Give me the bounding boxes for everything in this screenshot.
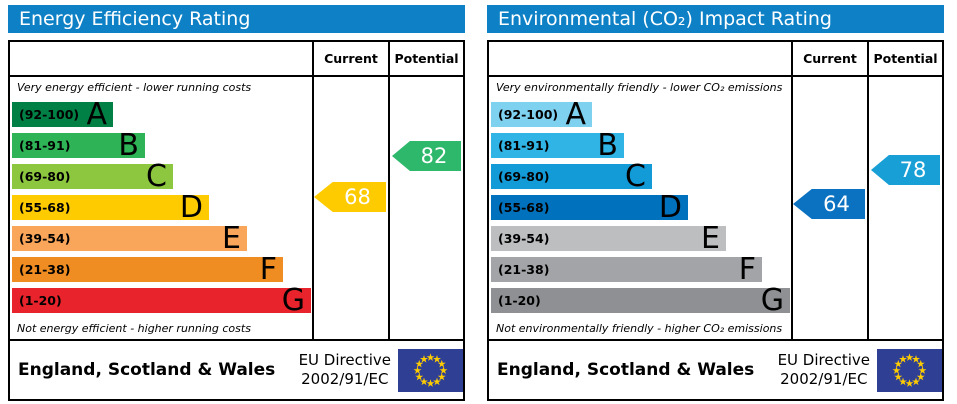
panel-title: Environmental (CO₂) Impact Rating xyxy=(487,5,944,33)
eu-directive-line1: EU Directive xyxy=(777,351,870,370)
eu-directive-label: EU Directive 2002/91/EC xyxy=(778,351,870,389)
eu-directive-line2: 2002/91/EC xyxy=(301,370,389,388)
band-letter: B xyxy=(118,128,139,163)
band-letter: C xyxy=(625,159,646,194)
band-g: (1-20) G xyxy=(491,283,790,318)
band-b: (81-91) B xyxy=(12,128,145,163)
band-range-label: (1-20) xyxy=(498,293,541,308)
band-range-label: (81-91) xyxy=(19,138,71,153)
band-letter: D xyxy=(179,190,203,225)
band-letter: D xyxy=(658,190,682,225)
band-range-label: (55-68) xyxy=(498,200,550,215)
potential-column-header: Potential xyxy=(394,51,459,66)
band-e: (39-54) E xyxy=(12,221,247,256)
band-letter: E xyxy=(222,221,241,256)
band-g: (1-20) G xyxy=(12,283,311,318)
eu-directive-line1: EU Directive xyxy=(298,351,391,370)
band-letter: F xyxy=(259,252,277,287)
band-a: (92-100) A xyxy=(12,97,113,132)
band-c: (69-80) C xyxy=(12,159,173,194)
column-divider xyxy=(791,42,793,339)
band-b: (81-91) B xyxy=(491,128,624,163)
band-range-label: (69-80) xyxy=(498,169,550,184)
band-range-label: (81-91) xyxy=(498,138,550,153)
bottom-note: Not environmentally friendly - higher CO… xyxy=(496,322,783,335)
column-divider xyxy=(388,42,390,339)
region-label: England, Scotland & Wales xyxy=(497,360,755,380)
band-f: (21-38) F xyxy=(12,252,283,287)
panel-title: Energy Efficiency Rating xyxy=(8,5,465,33)
rating-table: Current Potential Very environmentally f… xyxy=(487,40,944,401)
table-footer: England, Scotland & Wales EU Directive 2… xyxy=(10,341,463,399)
bottom-note: Not energy efficient - higher running co… xyxy=(17,322,251,335)
band-range-label: (39-54) xyxy=(19,231,71,246)
current-arrow: 64 xyxy=(793,189,865,219)
band-c: (69-80) C xyxy=(491,159,652,194)
band-range-label: (1-20) xyxy=(19,293,62,308)
region-label: England, Scotland & Wales xyxy=(18,360,276,380)
bands: (92-100) A (81-91) B (69-80) C (55-68) D (39-54)… xyxy=(491,97,791,339)
band-d: (55-68) D xyxy=(491,190,688,225)
column-divider xyxy=(867,42,869,339)
band-range-label: (21-38) xyxy=(19,262,71,277)
eu-directive-label: EU Directive 2002/91/EC xyxy=(299,351,391,389)
eu-flag-icon xyxy=(398,348,463,392)
band-d: (55-68) D xyxy=(12,190,209,225)
band-letter: B xyxy=(597,128,618,163)
rating-table: Current Potential Very energy efficient … xyxy=(8,40,465,401)
band-e: (39-54) E xyxy=(491,221,726,256)
potential-arrow: 82 xyxy=(392,141,461,171)
eu-directive-line2: 2002/91/EC xyxy=(780,370,868,388)
eu-flag-icon xyxy=(877,348,942,392)
band-range-label: (69-80) xyxy=(19,169,71,184)
top-note: Very energy efficient - lower running co… xyxy=(17,81,252,94)
potential-column-header: Potential xyxy=(873,51,938,66)
bands: (92-100) A (81-91) B (69-80) C (55-68) D (39-54)… xyxy=(12,97,312,339)
energy-efficiency-panel: Energy Efficiency Rating Current Potenti… xyxy=(8,0,465,404)
top-note: Very environmentally friendly - lower CO… xyxy=(496,81,783,94)
row-separator xyxy=(489,75,942,77)
band-letter: G xyxy=(281,283,305,318)
band-letter: G xyxy=(760,283,784,318)
band-letter: F xyxy=(738,252,756,287)
table-footer: England, Scotland & Wales EU Directive 2… xyxy=(489,341,942,399)
band-letter: A xyxy=(86,97,107,132)
band-a: (92-100) A xyxy=(491,97,592,132)
band-range-label: (39-54) xyxy=(498,231,550,246)
band-range-label: (92-100) xyxy=(498,107,559,122)
band-letter: C xyxy=(146,159,167,194)
band-range-label: (92-100) xyxy=(19,107,80,122)
band-range-label: (21-38) xyxy=(498,262,550,277)
current-arrow: 68 xyxy=(314,182,386,212)
row-separator xyxy=(10,339,463,341)
band-letter: A xyxy=(565,97,586,132)
potential-arrow: 78 xyxy=(871,155,940,185)
environmental-impact-panel: Environmental (CO₂) Impact Rating Curren… xyxy=(487,0,944,404)
current-column-header: Current xyxy=(324,51,378,66)
current-column-header: Current xyxy=(803,51,857,66)
row-separator xyxy=(489,339,942,341)
band-letter: E xyxy=(701,221,720,256)
band-range-label: (55-68) xyxy=(19,200,71,215)
row-separator xyxy=(10,75,463,77)
column-divider xyxy=(312,42,314,339)
band-f: (21-38) F xyxy=(491,252,762,287)
